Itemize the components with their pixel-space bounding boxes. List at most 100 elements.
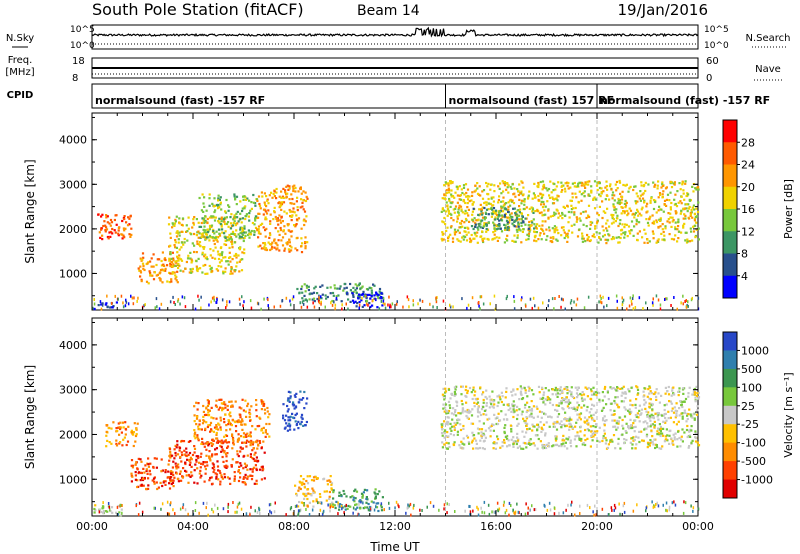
data-cell [139,265,142,268]
data-cell [660,414,664,417]
data-cell [447,236,450,239]
ground-scatter-cell [300,305,303,309]
data-cell [615,422,618,425]
data-cell [594,227,597,230]
data-cell [249,435,252,438]
data-cell [123,236,126,239]
data-cell [199,469,202,472]
data-cell [168,482,171,485]
data-cell [636,393,639,396]
data-cell [613,419,616,422]
data-cell [690,429,693,432]
data-cell [694,224,697,227]
data-cell [307,288,310,292]
data-cell [142,477,145,480]
data-cell [651,403,654,406]
data-cell [354,283,357,286]
ground-scatter-cell [238,501,241,505]
data-cell [678,182,681,185]
data-cell [156,273,159,276]
data-cell [477,406,480,409]
data-cell [530,412,533,415]
data-cell [213,242,216,246]
data-cell [300,198,303,201]
data-cell [445,421,448,424]
data-cell [208,264,211,268]
data-cell [147,477,150,480]
data-cell [172,257,175,260]
data-cell [271,246,274,249]
data-cell [205,233,208,236]
data-cell [105,445,108,448]
ground-scatter-cell [413,503,415,507]
data-cell [173,224,176,227]
data-cell [483,439,486,442]
data-cell [243,227,246,230]
data-cell [516,388,519,391]
data-cell [688,240,692,243]
data-cell [231,230,235,233]
data-cell [662,420,665,423]
data-cell [108,222,111,225]
data-cell [659,427,663,430]
data-cell [500,391,503,394]
data-cell [374,492,377,495]
data-cell [646,238,649,241]
data-cell [628,230,631,233]
data-cell [569,186,572,189]
data-cell [447,400,451,403]
data-cell [555,226,558,229]
data-cell [538,234,541,237]
data-cell [622,392,625,395]
data-cell [630,410,633,413]
data-cell [500,230,504,233]
data-cell [480,208,483,211]
data-cell [446,214,449,217]
data-cell [618,201,621,204]
data-cell [308,293,311,296]
data-cell [539,232,542,235]
data-cell [280,239,283,242]
data-cell [264,243,267,246]
data-cell [223,235,226,238]
data-cell [589,223,592,226]
data-cell [482,401,485,404]
data-cell [690,425,693,428]
data-cell [132,431,135,434]
data-cell [462,427,465,430]
ground-scatter-cell [250,306,253,310]
data-cell [660,186,663,189]
data-cell [648,385,651,388]
data-cell [172,460,175,463]
data-cell [233,241,236,244]
data-cell [606,239,609,242]
data-cell [330,482,334,485]
data-cell [164,469,167,472]
data-cell [248,408,251,411]
data-cell [467,198,470,201]
ground-scatter-cell [242,304,244,308]
data-cell [586,395,589,398]
data-cell [451,195,455,198]
data-cell [663,408,666,412]
data-cell [202,442,205,446]
data-cell [584,428,587,432]
ground-scatter-cell [505,297,508,301]
data-cell [214,236,217,239]
data-cell [658,205,661,208]
data-cell [218,217,221,220]
data-cell [506,221,509,224]
data-cell [238,260,241,263]
data-cell [628,427,631,430]
data-cell [542,423,546,426]
data-cell [500,218,503,221]
ground-scatter-cell [92,306,94,310]
data-cell [242,467,245,470]
ground-scatter-cell [436,306,438,309]
data-cell [587,204,591,207]
ground-scatter-cell [200,295,202,299]
data-cell [520,393,523,396]
data-cell [602,190,605,193]
data-cell [249,233,253,236]
data-cell [173,476,176,479]
